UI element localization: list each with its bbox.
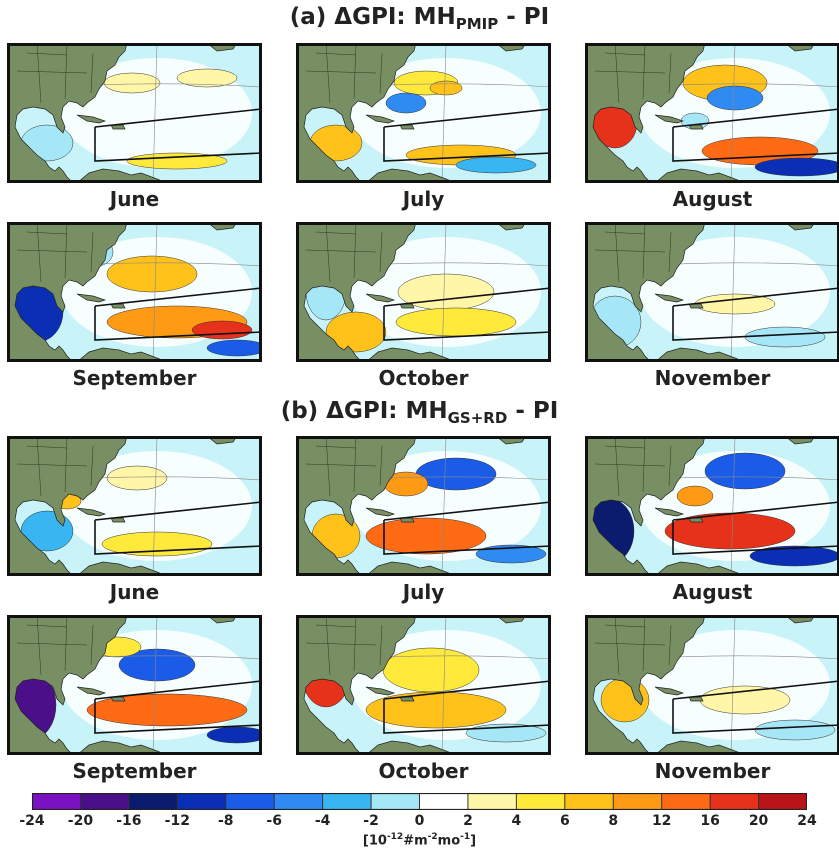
anomaly-region xyxy=(126,152,228,170)
anomaly-region xyxy=(206,339,262,357)
colorbar-segment xyxy=(371,793,420,810)
colorbar-unit-label: [10-12#m-2mo-1] xyxy=(362,832,477,849)
colorbar-segment xyxy=(710,793,760,810)
anomaly-region xyxy=(754,719,836,741)
anomaly-region xyxy=(744,326,826,348)
colorbar-tick-label: 0 xyxy=(414,813,425,829)
map-panel-a-july xyxy=(296,43,551,183)
map-panel-a-august xyxy=(585,43,839,183)
colorbar-tick-label: 16 xyxy=(700,813,720,829)
colorbar-tick-label: 6 xyxy=(559,813,570,829)
month-label-a-june: June xyxy=(109,187,160,211)
anomaly-region xyxy=(706,85,764,111)
colorbar-segment xyxy=(177,793,227,810)
map-panel-a-november xyxy=(585,222,839,362)
anomaly-region xyxy=(365,517,487,555)
anomaly-region xyxy=(754,157,839,177)
map-panel-a-september xyxy=(7,222,262,362)
anomaly-region xyxy=(118,648,196,682)
colorbar-segment xyxy=(661,793,711,810)
anomaly-region xyxy=(704,452,786,490)
anomaly-region xyxy=(191,320,253,340)
colorbar-tick-label: -8 xyxy=(217,813,234,829)
map-panel-b-november xyxy=(585,615,839,755)
colorbar-tick-label: 2 xyxy=(463,813,473,829)
section-a-title: (a) ΔGPI: MHPMIP - PI xyxy=(289,4,550,33)
colorbar-tick-label: -6 xyxy=(266,813,282,829)
month-label-b-october: October xyxy=(378,759,469,783)
month-label-b-september: September xyxy=(72,759,197,783)
colorbar-segment xyxy=(128,793,178,810)
anomaly-region xyxy=(106,465,168,491)
colorbar-segment xyxy=(419,793,469,810)
month-label-b-november: November xyxy=(654,759,771,783)
colorbar-tick-label: -12 xyxy=(164,813,190,829)
anomaly-region xyxy=(206,726,262,744)
colorbar-tick-label: -16 xyxy=(116,813,142,829)
month-label-b-june: June xyxy=(109,580,160,604)
colorbar-segment xyxy=(80,793,130,810)
anomaly-region xyxy=(395,307,517,337)
section-b-title: (b) ΔGPI: MHGS+RD - PI xyxy=(280,398,559,427)
anomaly-region xyxy=(325,311,387,353)
colorbar xyxy=(32,793,807,810)
colorbar-tick-label: -4 xyxy=(314,813,331,829)
colorbar-segment xyxy=(32,793,81,810)
anomaly-region xyxy=(176,68,238,88)
anomaly-region xyxy=(429,80,463,96)
anomaly-region xyxy=(365,691,507,729)
colorbar-tick-label: -20 xyxy=(67,813,94,829)
colorbar-tick-label: 8 xyxy=(608,813,619,829)
map-panel-a-october xyxy=(296,222,551,362)
colorbar-tick-label: 12 xyxy=(651,813,672,829)
month-label-b-august: August xyxy=(672,580,753,604)
anomaly-region xyxy=(699,685,791,715)
colorbar-segment xyxy=(274,793,324,810)
map-panel-b-july xyxy=(296,436,551,576)
anomaly-region xyxy=(749,545,839,567)
colorbar-tick-label: 4 xyxy=(511,813,522,829)
colorbar-segment xyxy=(758,793,807,810)
anomaly-region xyxy=(455,156,537,174)
map-panel-b-october xyxy=(296,615,551,755)
colorbar-segment xyxy=(225,793,275,810)
map-panel-b-august xyxy=(585,436,839,576)
month-label-a-september: September xyxy=(72,366,197,390)
month-label-a-august: August xyxy=(672,187,753,211)
map-panel-b-september xyxy=(7,615,262,755)
map-panel-b-june xyxy=(7,436,262,576)
map-panel-a-june xyxy=(7,43,262,183)
colorbar-segment xyxy=(516,793,566,810)
colorbar-tick-label: -24 xyxy=(19,813,45,829)
month-label-b-july: July xyxy=(402,580,445,604)
anomaly-region xyxy=(106,255,198,293)
colorbar-segment xyxy=(613,793,663,810)
month-label-a-july: July xyxy=(402,187,445,211)
anomaly-region xyxy=(103,72,161,94)
colorbar-tick-label: -2 xyxy=(363,813,379,829)
month-label-a-november: November xyxy=(654,366,771,390)
anomaly-region xyxy=(382,647,480,693)
anomaly-region xyxy=(86,693,248,727)
colorbar-tick-label: 20 xyxy=(748,813,769,829)
colorbar-segment xyxy=(322,793,372,810)
colorbar-segment xyxy=(467,793,517,810)
anomaly-region xyxy=(385,92,427,114)
colorbar-segment xyxy=(564,793,614,810)
colorbar-tick-label: 24 xyxy=(797,813,817,829)
month-label-a-october: October xyxy=(378,366,469,390)
anomaly-region xyxy=(676,485,714,507)
